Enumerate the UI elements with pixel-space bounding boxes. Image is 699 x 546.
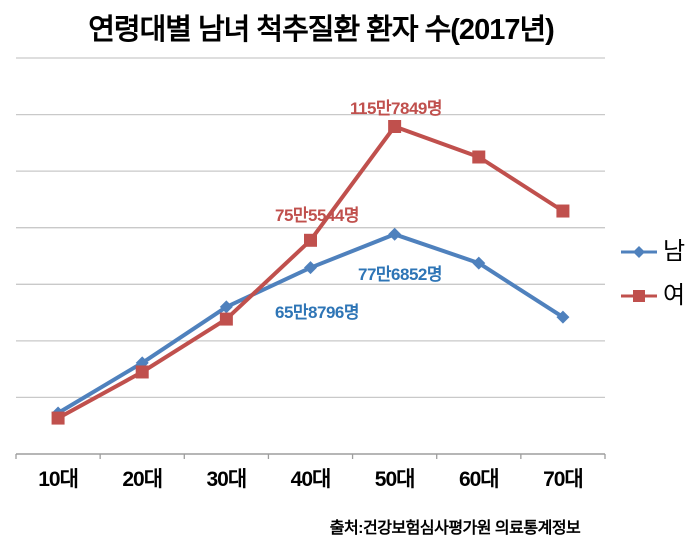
x-axis-label: 30대 xyxy=(206,468,248,491)
marker-square xyxy=(388,119,402,133)
marker-square xyxy=(51,411,65,425)
legend: 남 여 xyxy=(620,236,699,324)
x-axis-label: 50대 xyxy=(374,468,416,491)
marker-diamond xyxy=(219,300,233,314)
marker-diamond xyxy=(556,310,570,324)
source-note: 출처:건강보험심사평가원 의료통계정보 xyxy=(329,520,581,537)
data-label-female-40s: 75만5544명 xyxy=(274,206,360,225)
legend-label-male: 남 xyxy=(663,238,686,265)
marker-square xyxy=(135,365,149,379)
marker-diamond xyxy=(304,261,317,275)
data-label-female-50s: 115만7849명 xyxy=(349,99,443,118)
marker-square xyxy=(219,312,233,326)
marker-diamond xyxy=(472,256,486,270)
marker-square xyxy=(556,204,570,218)
legend-item-female: 여 xyxy=(620,280,699,312)
x-axis-label: 20대 xyxy=(122,468,163,491)
chart-title: 연령대별 남녀 척추질환 환자 수(2017년) xyxy=(88,14,555,46)
data-label-male-50s: 77만6852명 xyxy=(357,265,443,284)
legend-label-female: 여 xyxy=(663,282,686,309)
series-line-남 xyxy=(56,232,565,415)
marker-square xyxy=(304,233,317,247)
data-label-male-40s: 65만8796명 xyxy=(274,303,360,322)
legend-item-male: 남 xyxy=(620,236,699,268)
x-axis-label: 10대 xyxy=(38,468,79,491)
legend-marker-male-icon xyxy=(621,246,657,258)
legend-marker-female-icon xyxy=(621,290,657,302)
x-axis-labels: 10대 20대 30대 40대 50대 60대 70대 xyxy=(0,463,699,491)
marker-diamond xyxy=(388,227,402,241)
x-axis-label: 60대 xyxy=(458,468,500,491)
x-axis-label: 70대 xyxy=(543,468,584,491)
marker-square xyxy=(472,150,486,164)
x-axis-label: 40대 xyxy=(290,468,332,491)
